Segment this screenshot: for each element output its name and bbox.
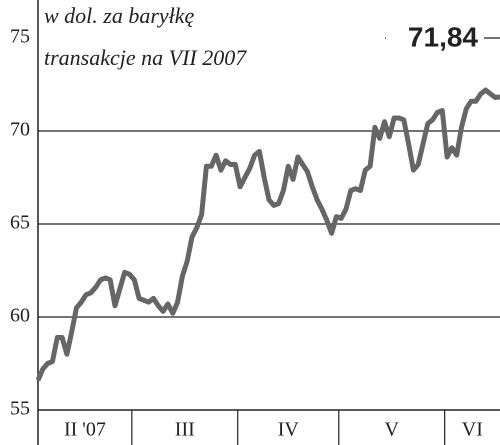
annotation-bg [386, 22, 484, 54]
y-tick-label: 75 [10, 26, 30, 48]
y-tick-label: 60 [10, 305, 30, 327]
x-tick-label: VI [462, 419, 483, 441]
x-tick-label: II '07 [64, 419, 106, 441]
x-tick-label: IV [278, 419, 300, 441]
x-tick-label: V [384, 419, 399, 441]
value-annotation: 71,84 [408, 21, 478, 52]
chart-subtitle: transakcje na VII 2007 [44, 45, 247, 70]
price-line [35, 87, 500, 382]
y-tick-label: 65 [10, 212, 30, 234]
chart-title: w dol. za baryłkę [44, 3, 195, 28]
y-tick-label: 70 [10, 119, 30, 141]
x-tick-label: III [175, 419, 195, 441]
y-tick-label: 55 [10, 398, 30, 420]
